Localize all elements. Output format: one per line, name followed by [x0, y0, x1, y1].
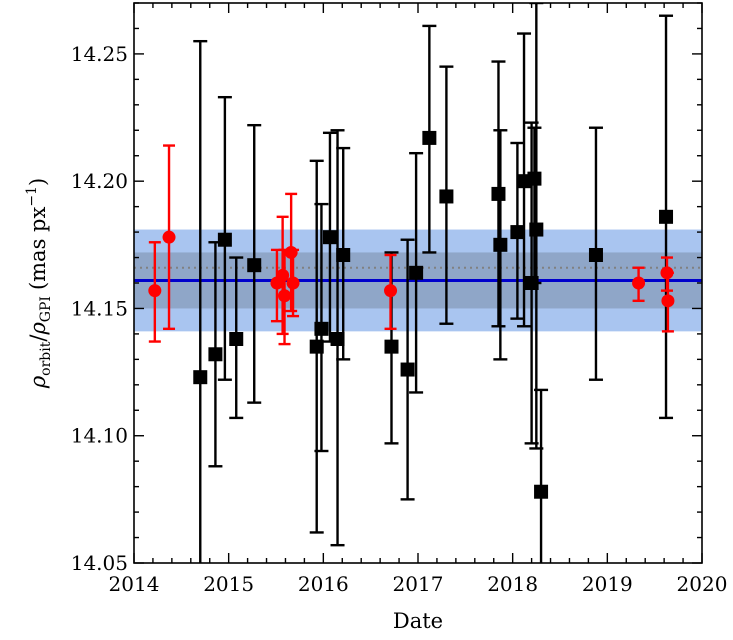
- data-point-square: [384, 339, 399, 354]
- y-label-sub1: orbit: [38, 341, 54, 376]
- y-tick-label: 14.20: [71, 169, 128, 193]
- axis-ticks: [133, 2, 703, 564]
- data-point-square: [534, 484, 549, 499]
- data-point-square: [491, 186, 506, 201]
- data-point-square: [247, 258, 262, 273]
- data-point-square: [217, 232, 232, 247]
- data-point-circle: [632, 276, 646, 290]
- x-tick-label: 2020: [677, 572, 728, 596]
- x-axis-label: Date: [393, 609, 443, 633]
- data-point-square: [529, 222, 544, 237]
- y-tick-label: 14.25: [71, 42, 128, 66]
- data-point-circle: [278, 289, 292, 303]
- data-point-circle: [148, 284, 162, 298]
- data-point-square: [336, 248, 351, 262]
- data-point-circle: [284, 245, 298, 259]
- y-tick-label: 14.10: [71, 424, 128, 448]
- data-point-square: [659, 209, 674, 224]
- data-point-square: [527, 171, 542, 186]
- x-tick-label: 2016: [298, 572, 349, 596]
- x-tick-label: 2015: [203, 572, 254, 596]
- y-tick-label: 14.05: [71, 551, 128, 575]
- data-point-square: [409, 265, 424, 280]
- y-label-slash: /: [26, 334, 50, 342]
- data-markers: [148, 130, 675, 499]
- data-point-square: [524, 276, 539, 290]
- data-point-square: [439, 189, 454, 204]
- data-point-square: [588, 248, 603, 262]
- x-tick-label: 2019: [582, 572, 633, 596]
- y-label-sub2: GPI: [38, 296, 54, 322]
- y-label-close: ): [26, 178, 50, 186]
- reference-bands: [134, 229, 702, 332]
- x-tick-label: 2017: [393, 572, 444, 596]
- y-label-unit: (mas px: [26, 207, 50, 291]
- y-label-rho2: ρ: [26, 322, 50, 336]
- y-label-rho1: ρ: [26, 375, 50, 389]
- data-point-circle: [660, 266, 674, 280]
- tick-labels: 2014 2015 2016 2017 2018 2019 2020 14.05 14.10 14…: [71, 42, 728, 596]
- x-tick-label: 2018: [487, 572, 538, 596]
- data-point-circle: [384, 284, 398, 298]
- error-bar: [193, 39, 208, 563]
- data-point-square: [229, 332, 244, 346]
- data-point-square: [322, 230, 337, 245]
- y-tick-label: 14.15: [71, 296, 128, 320]
- data-point-square: [493, 237, 508, 252]
- data-point-square: [309, 339, 324, 354]
- data-point-circle: [286, 276, 300, 290]
- y-axis-label: ρorbit/ρGPI(mas px−1): [24, 178, 54, 389]
- data-point-square: [208, 347, 223, 362]
- data-point-square: [400, 362, 415, 377]
- x-tick-label: 2014: [109, 572, 160, 596]
- data-point-square: [422, 130, 437, 145]
- data-point-circle: [276, 268, 290, 282]
- data-point-square: [193, 370, 208, 385]
- data-point-square: [510, 225, 525, 240]
- data-point-square: [314, 321, 329, 336]
- data-point-circle: [162, 230, 176, 244]
- y-label-exp: −1: [24, 186, 40, 207]
- data-point-circle: [661, 294, 675, 308]
- data-point-square: [330, 332, 345, 346]
